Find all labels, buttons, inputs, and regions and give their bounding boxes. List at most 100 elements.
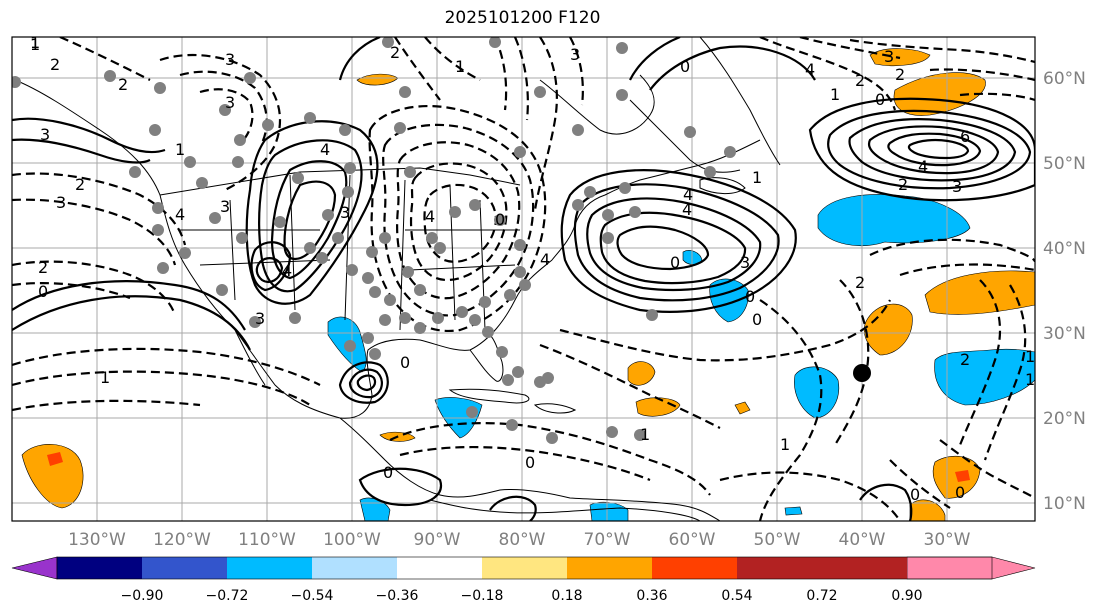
colorbar-tick: −0.54 — [291, 588, 334, 604]
contour-high-atlantic-1 — [560, 169, 797, 313]
contour-canada-dash-2 — [424, 37, 481, 81]
clabel: 3 — [570, 45, 580, 64]
clabel: 0 — [525, 453, 535, 472]
coastlines — [14, 37, 781, 521]
clabel: 3 — [40, 125, 50, 144]
contour-low-se-atlantic — [859, 483, 913, 521]
contours-dashed — [12, 37, 1035, 521]
contour-canada-dash — [394, 37, 441, 101]
shade-orange-east-atl — [924, 270, 1035, 315]
contour-labels: 1 2 3 0 2 3 1 2 3 4 4 3 3 4 4 4 2 3 1 2 … — [30, 33, 1035, 504]
shade-red-pacific — [47, 452, 63, 466]
clabel: 4 — [683, 185, 693, 204]
coast-states-1 — [180, 174, 406, 331]
lat-labels: 60°N 50°N 40°N 30°N 20°N 10°N — [1043, 69, 1086, 514]
clabel: 0 — [680, 57, 690, 76]
clabel: 3 — [56, 193, 66, 212]
clabel: 1 — [30, 33, 40, 52]
contour-east-trough-2 — [513, 37, 529, 121]
contour-trough-central-5 — [423, 183, 498, 263]
lon-label: 30°W — [924, 530, 971, 550]
clabel: 2 — [75, 175, 85, 194]
map-frame — [11, 36, 1036, 522]
clabel: 4 — [175, 205, 185, 224]
clabel: 4 — [320, 140, 330, 159]
clabel: 1 — [30, 35, 40, 54]
coast-states-2 — [405, 184, 520, 331]
coast-hispaniola — [533, 403, 577, 414]
clabel: 3 — [220, 197, 230, 216]
contour-caribbean-1 — [389, 422, 711, 496]
contour-trough-central-1 — [368, 104, 547, 333]
contour-ca-0 — [358, 467, 443, 507]
contour-sa-0 — [489, 495, 537, 521]
colorbar-tick: −0.18 — [461, 588, 504, 604]
contour-high-west-1 — [245, 120, 379, 305]
contour-gulf-low-1 — [338, 361, 389, 404]
contour-sub-atl-4 — [834, 279, 870, 446]
lat-label: 10°N — [1043, 494, 1086, 514]
contour-pacific-1 — [12, 280, 246, 331]
clabel: 0 — [745, 287, 755, 306]
colorbar-segment — [482, 557, 567, 579]
contour-sub-pac-2 — [12, 370, 311, 406]
colorbar-segment — [652, 557, 737, 579]
lon-label: 70°W — [584, 530, 631, 550]
colorbar-tick: 0.36 — [636, 588, 667, 604]
clabel: 3 — [340, 203, 350, 222]
shade-orange-se2 — [909, 499, 946, 521]
lon-label: 40°W — [839, 530, 886, 550]
colorbar-tick: −0.36 — [376, 588, 419, 604]
contour-atl-trough-5 — [959, 92, 1035, 102]
colorbar-segment — [142, 557, 227, 579]
lon-labels: 130°W 120°W 110°W 100°W 90°W 80°W 70°W 6… — [68, 530, 971, 550]
clabel: 2 — [38, 258, 48, 277]
contour-sub-pac-1 — [12, 347, 321, 386]
contour-alaska — [59, 37, 151, 81]
marker-dot — [853, 364, 871, 382]
lat-label: 30°N — [1043, 324, 1086, 344]
contour-greenland — [629, 37, 681, 81]
clabel: 4 — [540, 250, 550, 269]
shade-orange-sub3 — [734, 401, 751, 415]
clabel: 4 — [682, 200, 692, 219]
contour-atl-trough-2 — [799, 37, 901, 60]
shade-red-se — [955, 470, 970, 482]
contour-atl-trough-1 — [759, 37, 897, 111]
clabel: 3 — [952, 177, 962, 196]
colorbar-segment — [397, 557, 482, 579]
lon-label: 80°W — [499, 530, 546, 550]
coast-north-america — [14, 79, 761, 419]
coast-central-america — [339, 417, 721, 521]
contour-east-trough-1 — [533, 37, 558, 211]
clabel: 2 — [898, 175, 908, 194]
clabel: 2 — [390, 43, 400, 62]
contour-atl-trough-4 — [929, 68, 1035, 82]
colorbar-segment — [227, 557, 312, 579]
colorbar: −0.90 −0.72 −0.54 −0.36 −0.18 0.18 0.36 … — [11, 556, 1036, 604]
contour-high-west-6 — [255, 257, 284, 284]
coast-south-america — [429, 499, 701, 521]
contours-solid — [12, 37, 1035, 521]
clabel: 0 — [400, 353, 410, 372]
shading-positive — [21, 48, 1035, 521]
contour-trough-central-3 — [396, 141, 521, 300]
clabel: 3 — [225, 93, 235, 112]
lat-label: 60°N — [1043, 69, 1086, 89]
clabel: 4 — [918, 157, 928, 176]
clabel: 2 — [960, 350, 970, 369]
coast-labrador — [629, 99, 741, 173]
contour-gulf-low-2 — [348, 368, 383, 399]
clabel: 0 — [670, 253, 680, 272]
shade-orange-sub1 — [627, 361, 656, 386]
clabel: 1 — [1025, 370, 1035, 389]
coast-cuba — [448, 388, 530, 404]
contour-high-ne-6 — [907, 138, 970, 160]
contour-high-west-3 — [270, 160, 348, 280]
clabel: 1 — [830, 85, 840, 104]
clabel: 0 — [495, 210, 505, 229]
clabel: 0 — [383, 463, 393, 482]
contour-nw-pac-4 — [12, 282, 131, 300]
clabel: 3 — [255, 309, 265, 328]
contour-east-1 — [869, 238, 1035, 263]
